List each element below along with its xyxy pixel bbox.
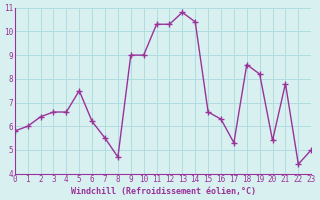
X-axis label: Windchill (Refroidissement éolien,°C): Windchill (Refroidissement éolien,°C)	[70, 187, 255, 196]
